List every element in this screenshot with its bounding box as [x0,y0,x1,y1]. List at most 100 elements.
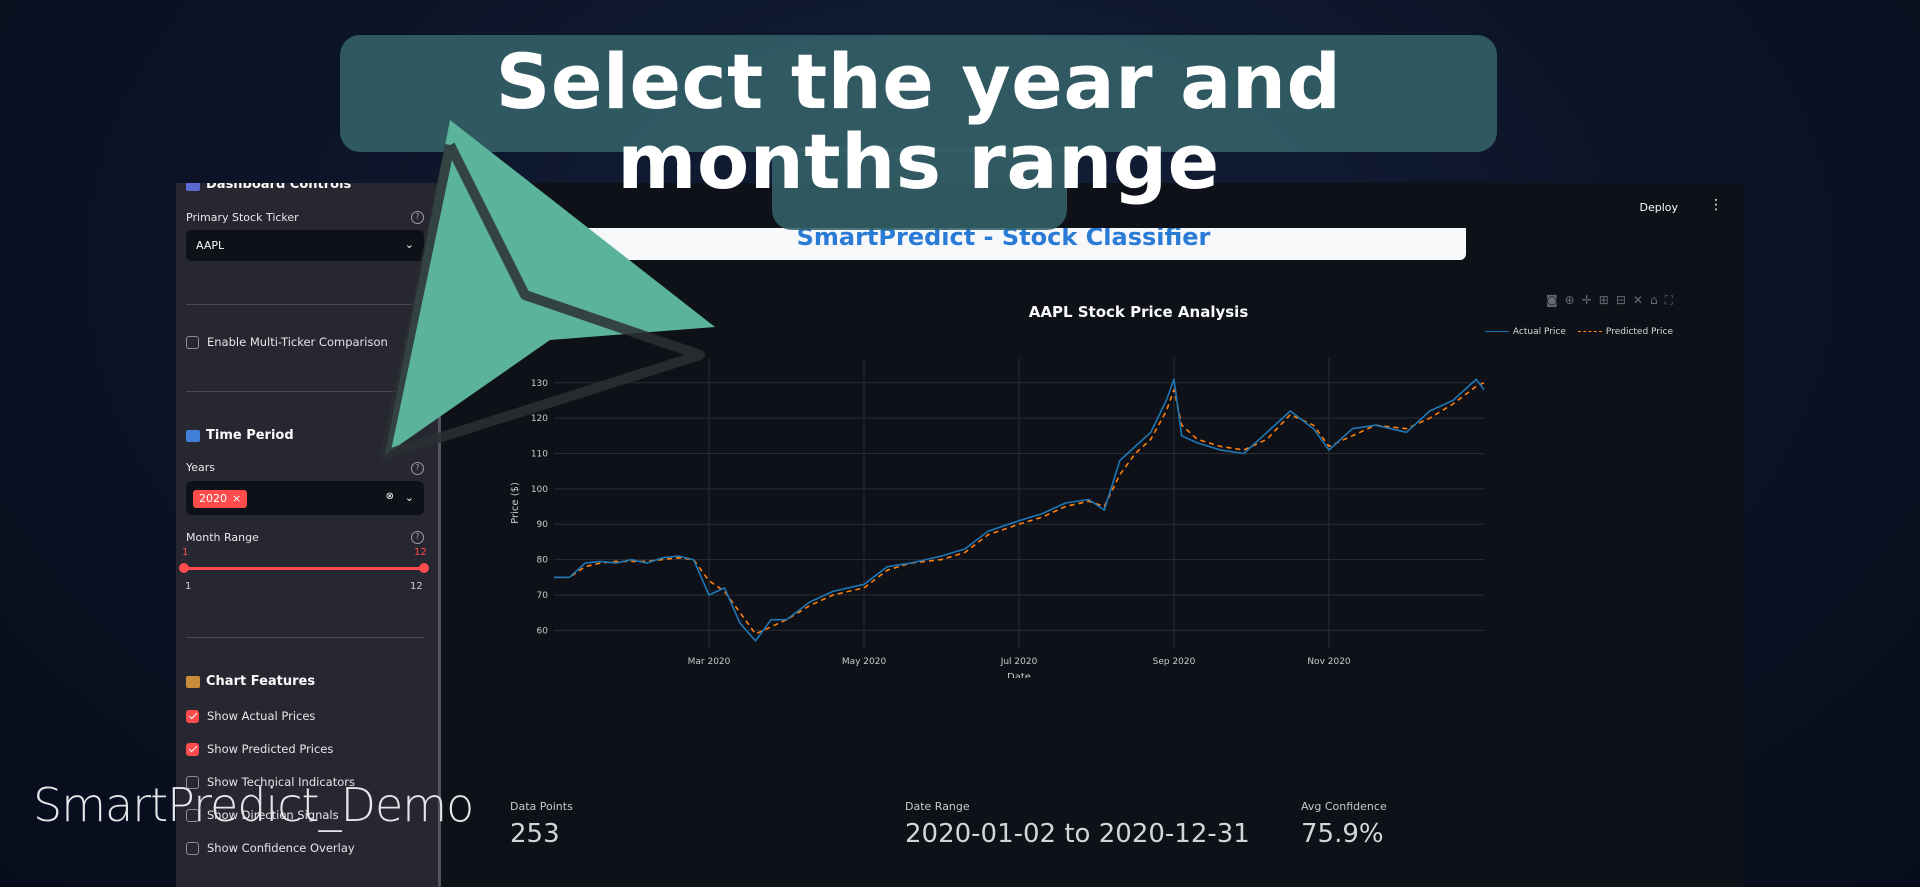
slider-low-handle[interactable] [179,563,189,573]
chart-features-title: Chart Features [186,674,315,689]
legend-actual-label: Actual Price [1512,327,1566,337]
month-range-label: Month Range [186,531,259,544]
sidebar-scrollbar[interactable] [438,253,441,887]
x-tick-label: Mar 2020 [688,657,731,667]
calendar-icon [186,429,200,442]
year-chip-label: 2020 [199,492,227,505]
y-tick-label: 80 [537,556,549,566]
y-tick-label: 100 [531,485,548,495]
ticker-select[interactable]: AAPL ⌄ [186,230,424,261]
chart-modebar: ◙ ⊕ ✛ ⊞ ⊟ ✕ ⌂ ⛶ [1546,293,1673,308]
feature-checkbox[interactable]: Show Predicted Prices [186,742,333,756]
feature-checkbox[interactable]: Show Direction Signals [186,808,339,822]
y-tick-label: 60 [537,626,549,636]
multi-ticker-checkbox[interactable]: Enable Multi-Ticker Comparison [186,335,388,349]
feature-checkbox[interactable]: Show Confidence Overlay [186,841,355,855]
app-window: Dashboard Controls Primary Stock Ticker … [176,183,1743,887]
metric-value: 2020-01-02 to 2020-12-31 [905,819,1250,849]
x-tick-label: Nov 2020 [1307,657,1351,667]
y-tick-label: 90 [537,520,549,530]
checkbox-box[interactable] [186,742,199,756]
month-range-slider[interactable] [184,567,424,570]
controls-icon [186,183,200,191]
x-tick-label: Sep 2020 [1153,657,1196,667]
metric-label: Date Range [905,800,970,813]
clear-icon[interactable]: ⊗ [385,491,394,502]
divider [186,391,424,392]
zoom-icon[interactable]: ⊕ [1564,293,1575,307]
sidebar: Dashboard Controls Primary Stock Ticker … [176,183,441,887]
chevron-down-icon: ⌄ [404,238,414,251]
y-tick-label: 120 [531,414,548,424]
divider [186,304,424,305]
feature-checkbox[interactable]: Show Technical Indicators [186,775,355,789]
month-low-value: 1 [182,547,189,558]
x-tick-label: Jul 2020 [1000,657,1038,667]
checkbox-box[interactable] [186,841,199,855]
y-axis-label: Price ($) [510,482,521,524]
x-tick-label: May 2020 [842,657,887,667]
year-chip[interactable]: 2020 × [193,490,248,508]
month-high-value: 12 [414,547,427,558]
chart-title: AAPL Stock Price Analysis [1028,303,1249,321]
remove-chip-icon[interactable]: × [232,492,242,505]
dashboard-controls-title: Dashboard Controls [186,183,351,192]
pan-icon[interactable]: ✛ [1581,293,1592,307]
price-chart[interactable]: 60 70 80 90 100 110 120 130 Mar 2020 May 2020 Jul … [494,348,1494,678]
app-title: SmartPredict - Stock Classifier [796,228,1211,248]
actual-price-line[interactable] [554,378,1485,642]
home-icon[interactable]: ⌂ [1649,293,1658,307]
feature-checkbox[interactable]: Show Actual Prices [186,709,315,723]
caption-box [340,35,1497,152]
month-help-icon[interactable]: ? [411,531,424,544]
divider [186,637,424,638]
y-tick-label: 130 [531,379,548,389]
feature-label: Show Predicted Prices [207,742,334,756]
chart-features-label: Chart Features [206,674,316,689]
metric-value: 75.9% [1301,819,1384,849]
ticker-help-icon[interactable]: ? [411,211,424,224]
y-tick-label: 110 [531,449,548,459]
feature-label: Show Direction Signals [207,808,339,822]
caption-box-tail [772,148,1067,230]
legend-predicted-label: Predicted Price [1605,327,1673,337]
checkbox-box[interactable] [186,709,199,723]
watermark: SmartPredict_Demo [33,778,474,832]
metric-label: Data Points [510,800,573,813]
multi-ticker-label: Enable Multi-Ticker Comparison [207,335,388,349]
predicted-price-line[interactable] [554,382,1485,635]
month-max-label: 12 [410,581,423,592]
metric-label: Avg Confidence [1301,800,1387,813]
main-area: Deploy ⋮ SmartPredict - Stock Classifier… [444,183,1743,887]
fullscreen-icon[interactable]: ⛶ [1664,293,1673,307]
ticker-label: Primary Stock Ticker [186,211,299,224]
feature-label: Show Confidence Overlay [207,841,355,855]
time-period-title: Time Period [186,428,294,443]
more-menu-icon[interactable]: ⋮ [1709,197,1723,213]
month-min-label: 1 [185,581,192,592]
legend-actual[interactable]: Actual Price [1484,327,1566,337]
camera-icon[interactable]: ◙ [1546,293,1558,307]
zoom-in-icon[interactable]: ⊞ [1598,293,1609,307]
zoom-out-icon[interactable]: ⊟ [1615,293,1626,307]
checkbox-box[interactable] [186,808,199,822]
checkbox-box[interactable] [186,775,199,789]
time-period-label: Time Period [206,428,294,443]
caption-text: Select the year and months range [495,37,1342,206]
legend-predicted[interactable]: Predicted Price [1577,327,1673,337]
chevron-down-icon[interactable]: ⌄ [404,491,414,504]
feature-label: Show Technical Indicators [207,775,355,789]
dashboard-controls-label: Dashboard Controls [206,183,352,192]
metric-value: 253 [510,819,560,849]
years-help-icon[interactable]: ? [411,462,424,475]
deploy-button[interactable]: Deploy [1639,201,1678,214]
years-label: Years [186,461,216,474]
bar-chart-icon [186,675,200,688]
ticker-value: AAPL [196,239,225,252]
slider-high-handle[interactable] [419,563,429,573]
multi-ticker-box[interactable] [186,335,199,349]
years-multiselect[interactable]: 2020 × ⊗ ⌄ [186,481,424,515]
x-axis-label: Date [1007,672,1031,678]
chart-legend: Actual Price Predicted Price [1484,327,1673,337]
autoscale-icon[interactable]: ✕ [1632,293,1643,307]
